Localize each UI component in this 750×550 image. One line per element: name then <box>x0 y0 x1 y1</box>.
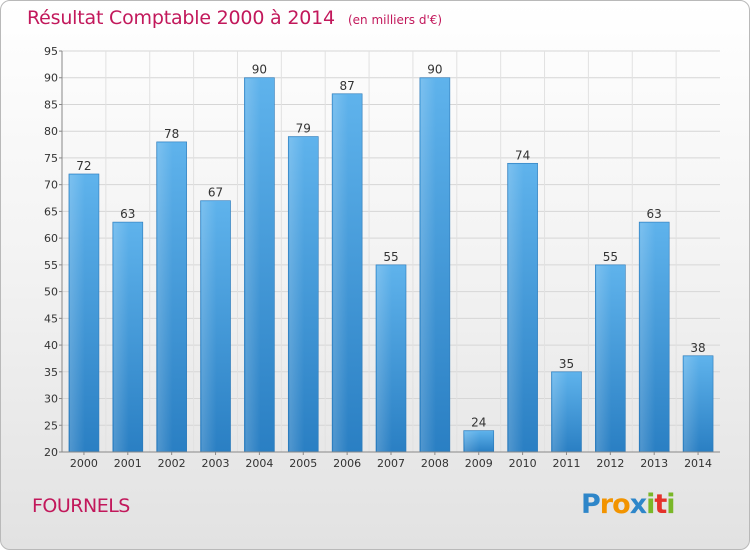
value-label-2002: 78 <box>164 127 179 141</box>
x-tick-label-2012: 2012 <box>596 457 624 470</box>
y-tick-label: 45 <box>44 312 58 325</box>
x-tick-label-2000: 2000 <box>70 457 98 470</box>
value-label-2011: 35 <box>559 357 574 371</box>
title-row: Résultat Comptable 2000 à 2014 (en milli… <box>27 7 442 29</box>
y-tick-label: 70 <box>44 179 58 192</box>
x-tick-label-2006: 2006 <box>333 457 361 470</box>
value-label-2014: 38 <box>690 341 705 355</box>
x-tick-label-2003: 2003 <box>202 457 230 470</box>
x-tick-label-2009: 2009 <box>465 457 493 470</box>
bar-highlight <box>596 265 612 452</box>
x-tick-label-2010: 2010 <box>509 457 537 470</box>
y-tick-label: 90 <box>44 72 58 85</box>
value-label-2008: 90 <box>427 63 442 77</box>
y-tick-label: 95 <box>44 45 58 58</box>
y-tick-label: 55 <box>44 259 58 272</box>
y-tick-label: 25 <box>44 419 58 432</box>
y-tick-label: 35 <box>44 366 58 379</box>
value-label-2006: 87 <box>339 79 354 93</box>
bar-highlight <box>684 356 700 452</box>
y-tick-label: 80 <box>44 125 58 138</box>
logo-letter: x <box>629 489 647 520</box>
logo-letter: t <box>654 489 667 520</box>
logo-letter: i <box>666 489 675 520</box>
x-tick-label-2005: 2005 <box>289 457 317 470</box>
bar-highlight <box>552 372 568 452</box>
x-tick-label-2001: 2001 <box>114 457 142 470</box>
bar-highlight <box>201 201 217 452</box>
value-label-2001: 63 <box>120 207 135 221</box>
bar-highlight <box>377 265 392 452</box>
bar-highlight <box>245 78 261 452</box>
logo-letter: r <box>599 489 613 520</box>
bar-highlight <box>69 174 85 452</box>
y-tick-label: 50 <box>44 286 58 299</box>
y-tick-label: 75 <box>44 152 58 165</box>
y-tick-label: 20 <box>44 446 58 459</box>
chart-title: Résultat Comptable 2000 à 2014 <box>27 7 335 29</box>
x-tick-label-2002: 2002 <box>158 457 186 470</box>
commune-name: FOURNELS <box>32 495 130 517</box>
bar-highlight <box>289 137 305 452</box>
y-tick-label: 60 <box>44 232 58 245</box>
bar-highlight <box>508 164 524 452</box>
logo-letter: o <box>612 489 631 520</box>
value-label-2010: 74 <box>515 148 530 162</box>
y-tick-label: 65 <box>44 205 58 218</box>
x-tick-label-2007: 2007 <box>377 457 405 470</box>
x-tick-label-2013: 2013 <box>640 457 668 470</box>
y-tick-label: 85 <box>44 98 58 111</box>
value-label-2003: 67 <box>208 186 223 200</box>
chart-subtitle: (en milliers d'€) <box>347 13 443 27</box>
x-tick-label-2011: 2011 <box>552 457 580 470</box>
bar-highlight <box>333 94 349 453</box>
bar-highlight <box>464 431 480 452</box>
bar-highlight <box>640 223 656 452</box>
x-tick-label-2004: 2004 <box>245 457 273 470</box>
value-label-2012: 55 <box>603 250 618 264</box>
bar-highlight <box>420 78 436 452</box>
value-label-2013: 63 <box>647 207 662 221</box>
x-tick-label-2008: 2008 <box>421 457 449 470</box>
value-label-2007: 55 <box>383 250 398 264</box>
x-tick-label-2014: 2014 <box>684 457 712 470</box>
value-label-2005: 79 <box>296 122 311 136</box>
value-label-2004: 90 <box>252 63 267 77</box>
value-label-2000: 72 <box>76 159 91 173</box>
proxiti-logo: Proxiti <box>581 489 676 520</box>
logo-letter: i <box>646 489 655 520</box>
y-tick-label: 40 <box>44 339 58 352</box>
logo-letter: P <box>581 489 601 520</box>
value-label-2009: 24 <box>471 416 486 430</box>
y-tick-label: 30 <box>44 393 58 406</box>
bar-highlight <box>157 142 173 453</box>
bar-highlight <box>113 223 129 452</box>
